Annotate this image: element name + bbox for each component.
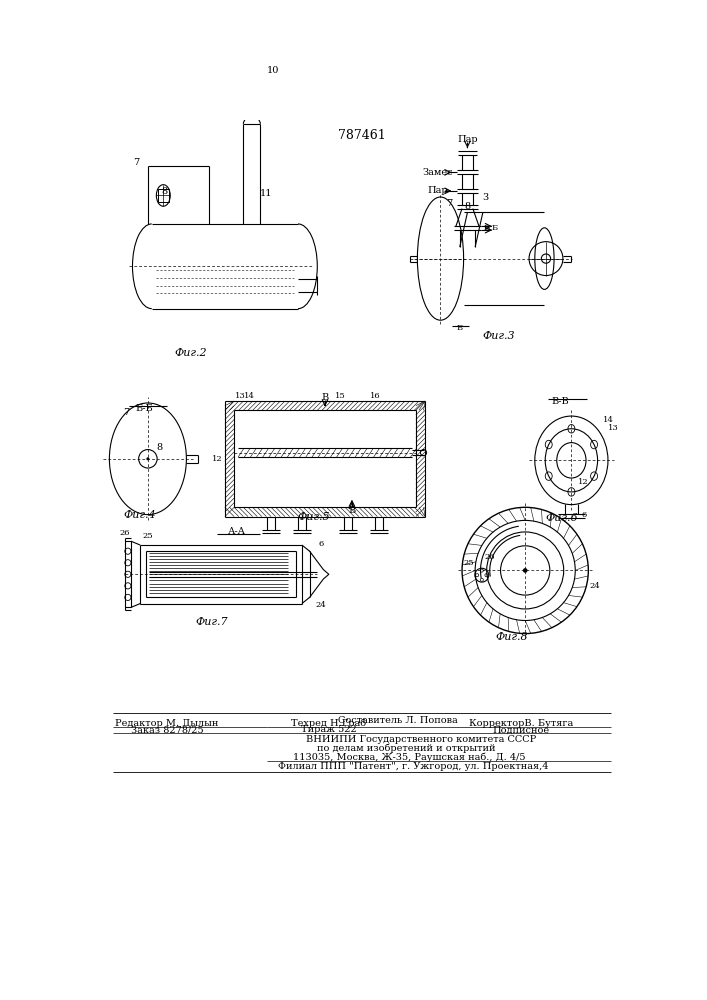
Text: 787461: 787461	[338, 129, 386, 142]
Text: 113035, Москва, Ж-35, Раушская наб., Д. 4/5: 113035, Москва, Ж-35, Раушская наб., Д. …	[293, 752, 526, 762]
Text: 10: 10	[267, 66, 279, 75]
Text: 14: 14	[603, 416, 614, 424]
Text: 12: 12	[578, 478, 588, 486]
Text: 13: 13	[608, 424, 619, 432]
Text: 14: 14	[244, 392, 255, 400]
Text: В-В: В-В	[551, 397, 568, 406]
Text: 7: 7	[123, 408, 129, 417]
Text: Б: Б	[491, 224, 498, 232]
Text: Фиг.3: Фиг.3	[482, 331, 515, 341]
Text: 6: 6	[319, 540, 324, 548]
Text: 12: 12	[212, 455, 223, 463]
Text: КорректорВ. Бутяга: КорректорВ. Бутяга	[469, 719, 573, 728]
Text: Пар: Пар	[428, 186, 448, 195]
Text: по делам изобретений и открытий: по делам изобретений и открытий	[317, 744, 495, 753]
Text: 3: 3	[482, 192, 489, 202]
Text: 7: 7	[447, 199, 453, 208]
Circle shape	[523, 568, 527, 573]
Text: Фиг.4: Фиг.4	[124, 510, 156, 520]
Text: 7: 7	[133, 158, 139, 167]
Text: Составитель Л. Попова: Составитель Л. Попова	[338, 716, 458, 725]
Text: 8: 8	[464, 202, 470, 211]
Text: 24: 24	[589, 582, 600, 590]
Text: 13: 13	[235, 392, 245, 400]
Text: Фиг.2: Фиг.2	[174, 348, 206, 358]
Bar	[158, 189, 169, 202]
Text: Фиг.7: Фиг.7	[196, 617, 228, 627]
Text: Филиал ППП "Патент", г. Ужгород, ул. Проектная,4: Филиал ППП "Патент", г. Ужгород, ул. Про…	[279, 762, 549, 771]
Text: 16: 16	[370, 392, 380, 400]
Text: Подписное: Подписное	[493, 725, 550, 734]
Text: Замес: Замес	[423, 168, 453, 177]
Text: 26: 26	[484, 553, 495, 561]
Circle shape	[146, 457, 149, 460]
Text: Б-Б: Б-Б	[135, 404, 153, 413]
Text: Заказ 8278/25: Заказ 8278/25	[131, 725, 204, 734]
Text: 24: 24	[316, 601, 327, 609]
Text: Техред Н.Граб: Техред Н.Граб	[291, 719, 366, 728]
Text: Тираж 522: Тираж 522	[301, 725, 357, 734]
Text: ВНИИПИ Государственного комитета СССР: ВНИИПИ Государственного комитета СССР	[306, 735, 537, 744]
Text: Пар: Пар	[457, 135, 478, 144]
Text: В: В	[349, 506, 356, 515]
Text: 15: 15	[335, 392, 346, 400]
Text: 8: 8	[162, 187, 168, 196]
Text: 6: 6	[582, 511, 587, 519]
Text: Б: Б	[457, 324, 463, 332]
Text: Фиг.8: Фиг.8	[496, 632, 528, 642]
Text: Фиг.5: Фиг.5	[297, 512, 329, 522]
Text: А-А: А-А	[228, 527, 245, 536]
Text: 25: 25	[143, 532, 153, 540]
Text: Фиг.6: Фиг.6	[545, 513, 578, 523]
Text: 26: 26	[119, 529, 130, 537]
Text: Б: Б	[484, 224, 490, 232]
Text: 25: 25	[463, 559, 474, 567]
Text: Редактор М. Дылын: Редактор М. Дылын	[115, 719, 219, 728]
Text: 8: 8	[156, 443, 163, 452]
Text: В: В	[322, 393, 329, 402]
Text: 11: 11	[259, 189, 272, 198]
